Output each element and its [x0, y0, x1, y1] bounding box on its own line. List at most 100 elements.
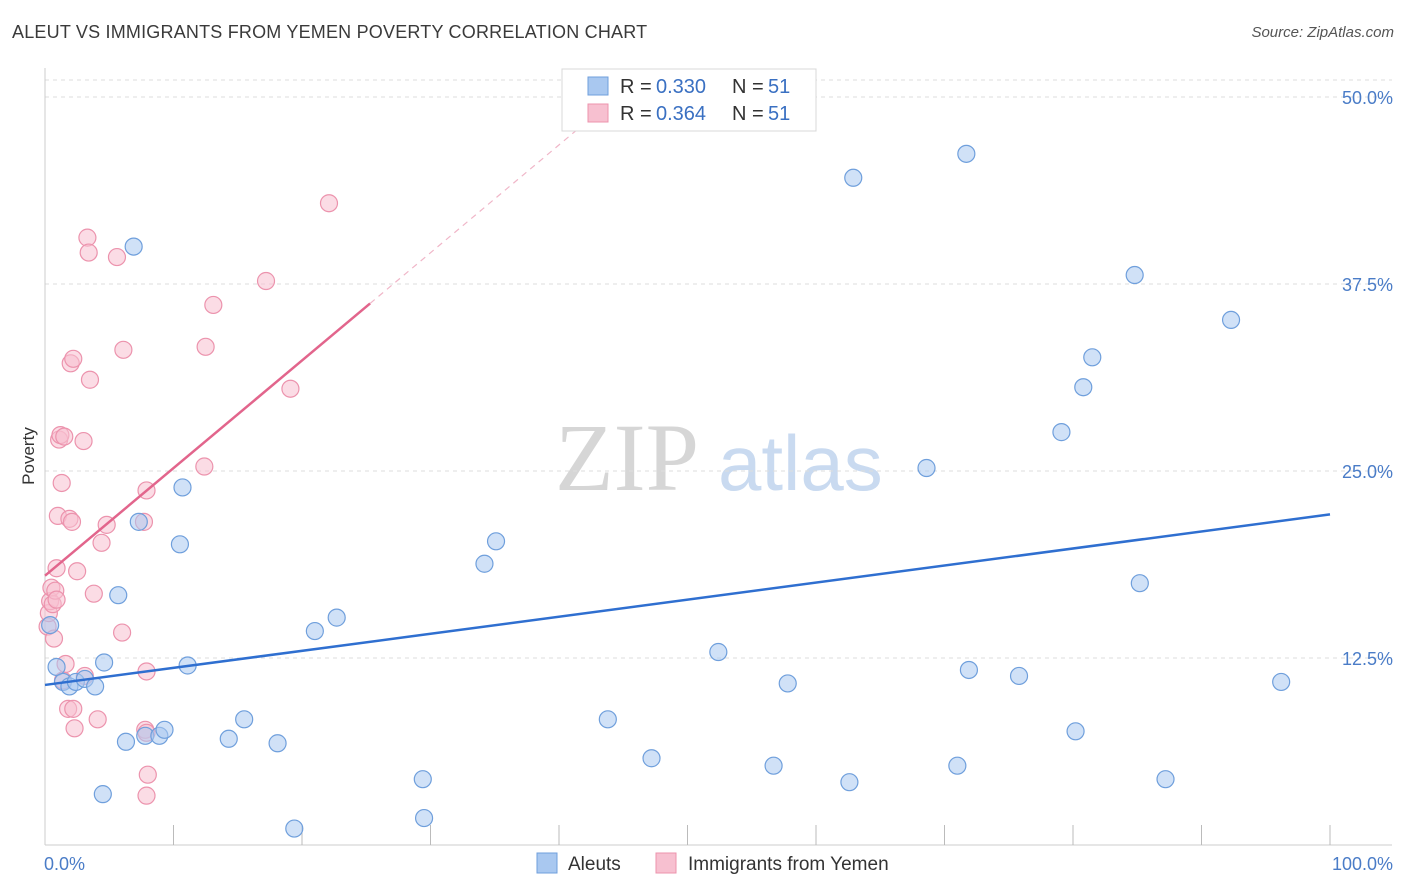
bottom-legend: Aleuts Immigrants from Yemen [536, 852, 889, 875]
aleut-point-40 [1009, 666, 1029, 686]
yemen-point-34 [112, 623, 132, 642]
aleut-point-6 [86, 677, 105, 696]
y-tick-labels: 12.5% 25.0% 37.5% 50.0% [1342, 88, 1393, 669]
aleut-point-37 [948, 756, 967, 775]
yemen-point-42 [138, 765, 157, 784]
aleut-point-22 [285, 819, 304, 838]
aleut-point-8 [95, 653, 114, 672]
yemen-point-27 [79, 243, 98, 262]
y-tick-label-2: 37.5% [1342, 275, 1393, 295]
chart-title: ALEUT VS IMMIGRANTS FROM YEMEN POVERTY C… [12, 22, 648, 42]
yemen-point-31 [92, 533, 111, 552]
bottom-legend-swatch-aleuts [536, 852, 558, 874]
legend-n-value-2: 51 [768, 103, 790, 125]
legend-n-value-1: 51 [768, 76, 790, 98]
aleut-point-0 [41, 615, 60, 635]
aleut-point-9 [109, 586, 128, 605]
yemen-point-33 [107, 247, 127, 267]
aleut-point-42 [1066, 722, 1085, 741]
legend-n-label-2: N = [732, 103, 764, 125]
yemen-point-46 [256, 271, 276, 291]
watermark: ZIP atlas [555, 404, 883, 511]
yemen-point-35 [114, 340, 133, 359]
aleut-point-26 [414, 808, 434, 828]
aleut-point-48 [1221, 310, 1241, 330]
yemen-point-26 [78, 228, 97, 247]
aleut-point-45 [1125, 265, 1144, 285]
yemen-points [38, 194, 339, 805]
yemen-point-45 [204, 295, 223, 315]
y-axis-title: Poverty [19, 427, 38, 485]
yemen-point-12 [52, 473, 71, 493]
yemen-point-22 [65, 719, 84, 738]
yemen-point-44 [196, 337, 215, 356]
legend-swatch-yemen [587, 103, 609, 123]
x-tick-labels: 0.0% 100.0% [44, 854, 1393, 874]
aleut-point-24 [327, 608, 346, 627]
legend-n-label-1: N = [732, 76, 764, 98]
yemen-point-30 [88, 710, 107, 729]
bottom-legend-swatch-yemen [655, 852, 677, 874]
yemen-point-29 [84, 584, 103, 603]
watermark-atlas: atlas [718, 419, 883, 507]
bottom-legend-label-aleuts: Aleuts [568, 854, 621, 875]
aleut-point-16 [170, 535, 190, 554]
aleut-point-1 [47, 657, 66, 677]
aleut-point-10 [116, 732, 136, 751]
aleut-point-49 [1272, 672, 1291, 692]
aleut-point-38 [957, 144, 976, 163]
aleut-point-31 [709, 642, 728, 662]
aleut-point-15 [155, 720, 174, 739]
aleut-point-27 [475, 554, 494, 573]
aleut-point-25 [413, 770, 432, 789]
bottom-legend-label-yemen: Immigrants from Yemen [688, 854, 889, 875]
aleut-point-41 [1052, 423, 1071, 442]
yemen-point-7 [47, 590, 66, 609]
y-tick-label-1: 25.0% [1342, 462, 1393, 482]
aleut-point-47 [1156, 770, 1175, 789]
aleut-point-35 [844, 168, 863, 187]
aleut-point-39 [959, 660, 979, 680]
aleut-point-44 [1083, 348, 1102, 367]
axes [44, 68, 1392, 846]
aleut-point-32 [764, 756, 783, 775]
aleut-point-20 [235, 710, 254, 729]
aleut-point-21 [268, 734, 287, 753]
aleut-points [41, 144, 1291, 838]
legend-r-label-2: R = [620, 103, 652, 125]
aleut-point-43 [1074, 378, 1093, 397]
legend-r-label-1: R = [620, 76, 652, 98]
yemen-trend-extension [369, 117, 592, 304]
aleut-point-19 [219, 729, 238, 748]
yemen-point-20 [64, 349, 83, 368]
aleut-point-7 [93, 785, 112, 804]
yemen-point-47 [281, 379, 300, 398]
aleut-point-17 [173, 478, 192, 497]
yemen-point-48 [319, 194, 339, 213]
aleut-point-30 [642, 749, 661, 768]
yemen-point-21 [64, 699, 83, 718]
aleut-point-12 [129, 512, 148, 531]
source-label: Source: ZipAtlas.com [1251, 24, 1394, 41]
yemen-point-24 [74, 431, 93, 451]
yemen-point-28 [80, 370, 100, 389]
yemen-point-14 [55, 427, 74, 446]
aleut-point-23 [305, 621, 324, 641]
yemen-trend-line [44, 302, 371, 577]
yemen-point-23 [68, 562, 87, 581]
legend: R = 0.330 N = 51 R = 0.364 N = 51 [561, 68, 817, 132]
trend-lines [44, 117, 1331, 687]
yemen-point-19 [62, 512, 82, 531]
aleut-point-28 [486, 532, 506, 551]
legend-r-value-2: 0.364 [656, 103, 706, 125]
aleut-point-33 [778, 674, 797, 693]
y-tick-label-0: 12.5% [1342, 649, 1393, 669]
grid-lines [45, 79, 1392, 659]
x-tick-label-1: 100.0% [1332, 854, 1393, 874]
y-tick-label-3: 50.0% [1342, 88, 1393, 108]
aleut-trend-line [44, 513, 1331, 687]
aleut-point-29 [598, 710, 617, 729]
legend-swatch-aleuts [587, 76, 609, 96]
watermark-zip: ZIP [555, 404, 699, 511]
